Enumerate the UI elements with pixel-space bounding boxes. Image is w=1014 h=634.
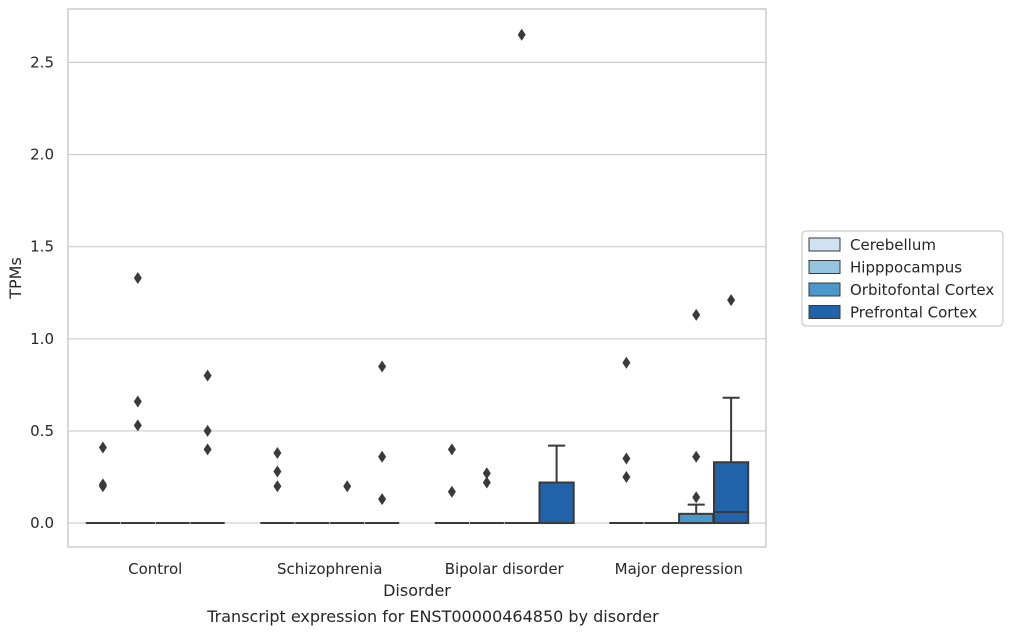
outlier-point [378, 360, 387, 373]
box-cerebellum [85, 441, 121, 525]
x-tick-label: Bipolar disorder [445, 560, 565, 578]
outlier-point [482, 467, 491, 480]
x-tick-label: Major depression [615, 560, 743, 578]
y-tick-label: 2.0 [30, 146, 54, 164]
outlier-point [482, 476, 491, 489]
legend-label: Prefrontal Cortex [850, 304, 977, 322]
y-tick-label: 0.5 [30, 422, 54, 440]
outlier-point [273, 447, 282, 460]
plot-frame [67, 8, 767, 548]
outlier-point [273, 465, 282, 478]
box-cerebellum [434, 443, 470, 525]
chart-caption: Transcript expression for ENST0000046485… [206, 607, 659, 626]
outlier-point [692, 450, 701, 463]
legend: Cerebellum Hipppocampus Orbitofontal Corte… [801, 230, 1004, 327]
legend-swatch [808, 260, 841, 274]
outlier-point [133, 272, 142, 284]
outlier-point [378, 493, 387, 506]
outlier-point [517, 28, 526, 41]
outlier-point [98, 478, 107, 491]
legend-label: Orbitofontal Cortex [850, 281, 994, 299]
y-axis-ticks: 0.0 0.5 1.0 1.5 2.0 2.5 [30, 53, 54, 532]
y-tick-label: 0.0 [30, 514, 54, 532]
x-tick-label: Schizophrenia [277, 560, 382, 578]
y-tick-label: 1.0 [30, 330, 54, 348]
x-tick-label: Control [128, 560, 182, 578]
outlier-point [727, 294, 736, 307]
outlier-point [273, 480, 282, 493]
box-hipppocampus [469, 467, 504, 525]
outlier-point [622, 452, 631, 465]
box-cerebellum [609, 356, 644, 525]
outlier-point [692, 491, 701, 504]
y-tick-label: 2.5 [30, 53, 54, 71]
box-orbitofontal-cortex [504, 28, 539, 525]
box-prefrontal-cortex [712, 294, 750, 525]
y-tick-label: 1.5 [30, 238, 54, 256]
box-cerebellum [260, 447, 295, 525]
outlier-point [343, 480, 352, 493]
legend-swatch [808, 282, 841, 297]
x-axis-ticks: Control Schizophrenia Bipolar disorder Majo… [128, 560, 743, 578]
outlier-point [447, 485, 456, 498]
box [538, 481, 575, 525]
box [712, 461, 750, 525]
outlier-point [447, 443, 456, 456]
outlier-point [378, 450, 387, 463]
outlier-point [692, 308, 701, 321]
plot-marks [85, 28, 750, 525]
outlier-point [133, 395, 142, 408]
outlier-point [622, 470, 631, 483]
box-prefrontal-cortex [190, 369, 225, 525]
outlier-point [203, 369, 212, 382]
legend-label: Cerebellum [850, 236, 936, 254]
outlier-point [203, 424, 212, 437]
outlier-point [203, 443, 212, 456]
box [678, 512, 715, 525]
box-prefrontal-cortex [364, 360, 400, 525]
grid [68, 61, 766, 524]
outlier-point [622, 356, 631, 369]
x-axis-label: Disorder [383, 581, 451, 600]
legend-label: Hipppocampus [850, 259, 962, 277]
legend-frame [801, 230, 1004, 327]
legend-swatch [808, 237, 841, 252]
outlier-point [133, 419, 142, 432]
box-orbitofontal-cortex [330, 480, 365, 525]
box-hipppocampus [120, 272, 155, 525]
box-orbitofontal-cortex [678, 308, 715, 525]
box-prefrontal-cortex [538, 444, 575, 525]
y-axis-label: TPMs [6, 257, 25, 300]
legend-swatch [808, 305, 841, 319]
outlier-point [98, 441, 107, 454]
